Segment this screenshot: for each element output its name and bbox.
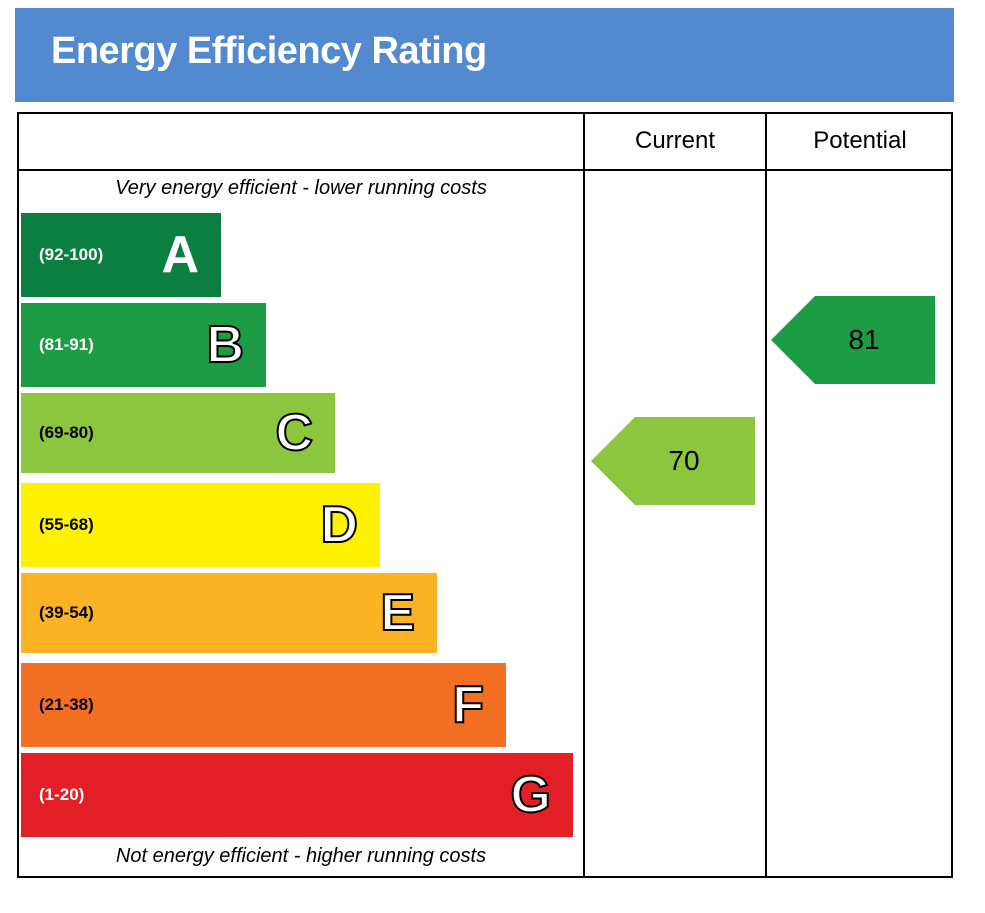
current-rating-arrow-shape bbox=[591, 417, 755, 505]
band-c: (69-80) C bbox=[21, 393, 335, 473]
band-letter: A bbox=[161, 226, 199, 284]
rating-table bbox=[17, 112, 953, 878]
current-rating-arrow: 70 bbox=[591, 417, 755, 505]
band-d: (55-68) D bbox=[21, 483, 380, 567]
band-range-label: (55-68) bbox=[39, 515, 94, 534]
column-divider-current bbox=[583, 112, 585, 878]
band-g: (1-20) G bbox=[21, 753, 573, 837]
potential-column-header: Potential bbox=[813, 127, 907, 154]
current-column-header: Current bbox=[634, 127, 716, 154]
potential-rating-arrow-shape bbox=[771, 296, 935, 384]
band-e: (39-54) E bbox=[21, 573, 437, 653]
band-f: (21-38) F bbox=[21, 663, 506, 747]
column-divider-potential bbox=[765, 112, 767, 878]
band-range-label: (81-91) bbox=[39, 335, 94, 354]
band-range-label: (39-54) bbox=[39, 603, 94, 622]
band-range-label: (21-38) bbox=[39, 695, 94, 714]
band-letter: B bbox=[205, 315, 245, 375]
note-very-efficient: Very energy efficient - lower running co… bbox=[115, 177, 487, 199]
potential-rating-arrow: 81 bbox=[771, 296, 935, 384]
potential-rating-arrow-value: 81 bbox=[848, 324, 880, 355]
potential-rating-arrow-polygon bbox=[771, 296, 935, 384]
band-range-label: (69-80) bbox=[39, 423, 94, 442]
band-letter: C bbox=[274, 403, 314, 463]
band-letter: D bbox=[319, 495, 359, 555]
band-range-label: (92-100) bbox=[39, 245, 104, 264]
current-rating-arrow-value: 70 bbox=[668, 445, 700, 476]
band-b: (81-91) B bbox=[21, 303, 266, 387]
band-a: (92-100) A bbox=[21, 213, 221, 297]
note-not-efficient: Not energy efficient - higher running co… bbox=[115, 845, 487, 867]
rating-header: Energy Efficiency Rating bbox=[15, 8, 954, 102]
band-range-label: (1-20) bbox=[39, 785, 85, 804]
band-letter: G bbox=[510, 765, 552, 825]
band-letter: F bbox=[451, 675, 485, 735]
chart-title: Energy Efficiency Rating bbox=[51, 30, 487, 72]
header-divider bbox=[17, 169, 953, 171]
band-letter: E bbox=[379, 583, 416, 643]
current-rating-arrow-polygon bbox=[591, 417, 755, 505]
